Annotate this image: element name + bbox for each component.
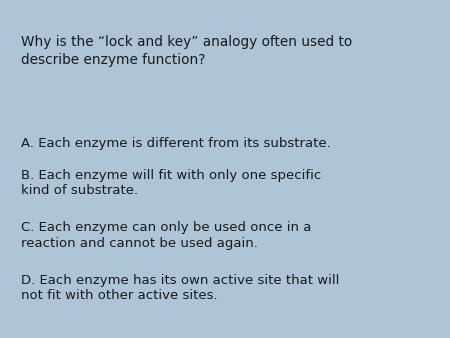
Text: Why is the “lock and key” analogy often used to
describe enzyme function?: Why is the “lock and key” analogy often … <box>21 35 352 67</box>
Text: D. Each enzyme has its own active site that will
not fit with other active sites: D. Each enzyme has its own active site t… <box>21 274 339 302</box>
Text: A. Each enzyme is different from its substrate.: A. Each enzyme is different from its sub… <box>21 137 331 150</box>
Text: B. Each enzyme will fit with only one specific
kind of substrate.: B. Each enzyme will fit with only one sp… <box>21 169 321 197</box>
Text: C. Each enzyme can only be used once in a
reaction and cannot be used again.: C. Each enzyme can only be used once in … <box>21 221 311 250</box>
